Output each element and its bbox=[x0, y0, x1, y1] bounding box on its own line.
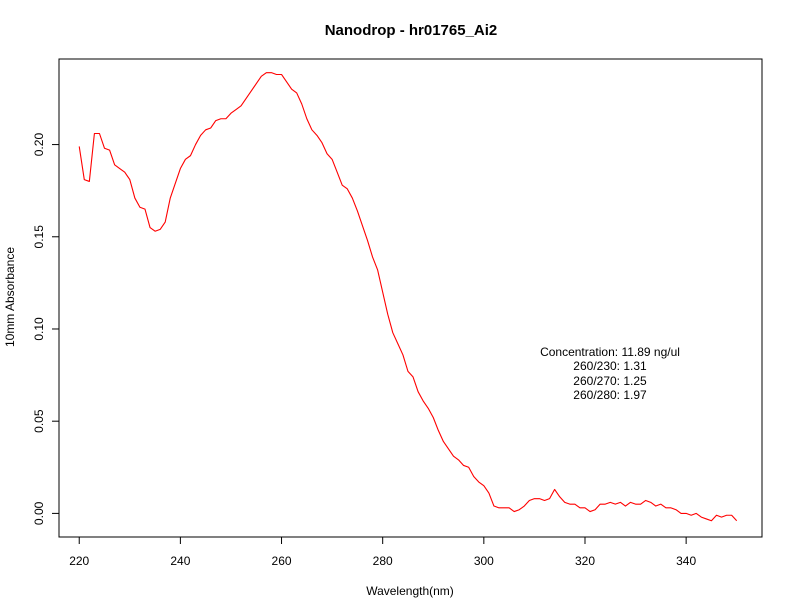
annotation-ratio-260-280: 260/280: 1.97 bbox=[573, 388, 647, 402]
series-line-0 bbox=[78, 72, 738, 522]
plot-frame bbox=[58, 58, 763, 538]
annotation-ratio-260-230: 260/230: 1.31 bbox=[573, 359, 647, 373]
y-tick-label: 0.20 bbox=[32, 133, 46, 157]
x-tick-label: 300 bbox=[474, 554, 494, 568]
x-tick-label: 260 bbox=[272, 554, 292, 568]
y-axis: 0.00 0.05 0.10 0.15 0.20 bbox=[32, 133, 60, 525]
x-tick-label: 220 bbox=[69, 554, 89, 568]
y-tick-label: 0.05 bbox=[32, 409, 46, 433]
y-axis-label: 10mm Absorbance bbox=[3, 247, 17, 347]
y-tick-label: 0.00 bbox=[32, 501, 46, 525]
x-tick-label: 320 bbox=[575, 554, 595, 568]
annotation-concentration: Concentration: 11.89 ng/ul bbox=[540, 345, 680, 359]
y-tick-label: 0.10 bbox=[32, 317, 46, 341]
x-axis: 220 240 260 280 300 320 340 bbox=[69, 536, 696, 568]
series-layer bbox=[78, 72, 738, 522]
x-tick-label: 340 bbox=[676, 554, 696, 568]
x-axis-label: Wavelength(nm) bbox=[366, 584, 454, 598]
annotation-ratio-260-270: 260/270: 1.25 bbox=[573, 374, 647, 388]
x-tick-label: 240 bbox=[170, 554, 190, 568]
y-tick-label: 0.15 bbox=[32, 225, 46, 249]
chart-title: Nanodrop - hr01765_Ai2 bbox=[325, 22, 498, 39]
x-tick-label: 280 bbox=[373, 554, 393, 568]
